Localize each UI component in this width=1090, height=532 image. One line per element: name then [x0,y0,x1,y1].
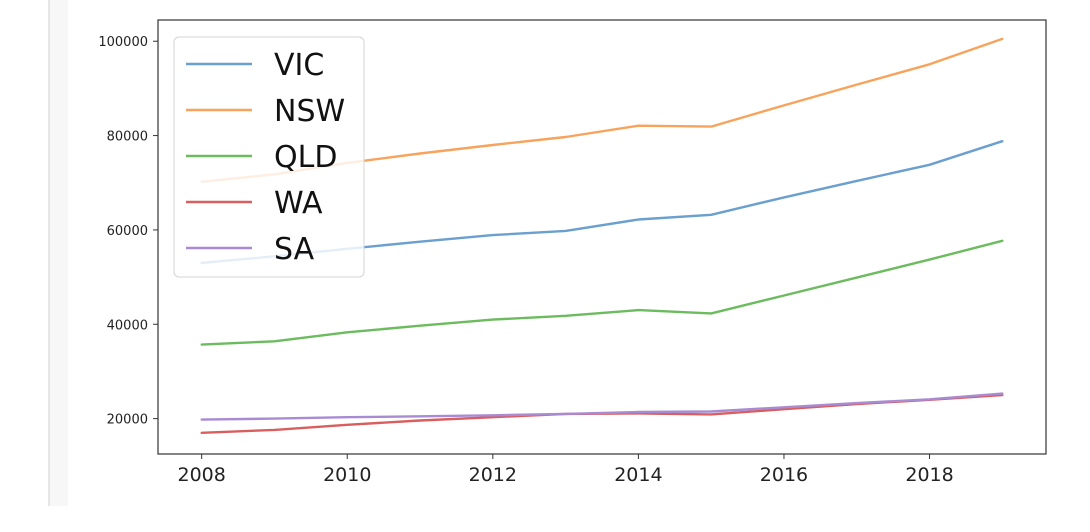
legend-label-wa: WA [274,186,323,221]
y-axis: 20000 40000 60000 80000 100000 [98,35,158,428]
notebook-cell-border [48,0,68,506]
x-tick-label: 2008 [177,464,225,486]
series-line-sa [200,392,1004,421]
y-tick-label: 20000 [107,413,148,428]
y-tick-label: 40000 [107,318,148,333]
x-tick-label: 2018 [905,464,953,486]
series-line-qld [200,239,1004,346]
legend-label-vic: VIC [274,48,324,83]
legend-label-sa: SA [274,232,315,267]
x-tick-label: 2014 [614,464,662,486]
y-tick-label: 100000 [98,35,148,50]
legend-label-qld: QLD [274,140,337,175]
x-tick-label: 2012 [469,464,517,486]
legend-box [173,36,365,278]
x-tick-label: 2016 [760,464,808,486]
legend-label-nsw: NSW [274,94,345,129]
x-tick-label: 2010 [323,464,371,486]
y-tick-label: 80000 [107,130,148,145]
y-tick-label: 60000 [107,224,148,239]
legend: VIC NSW QLD WA SA [173,36,365,278]
x-axis: 2008 2010 2012 2014 2016 2018 [177,454,954,486]
